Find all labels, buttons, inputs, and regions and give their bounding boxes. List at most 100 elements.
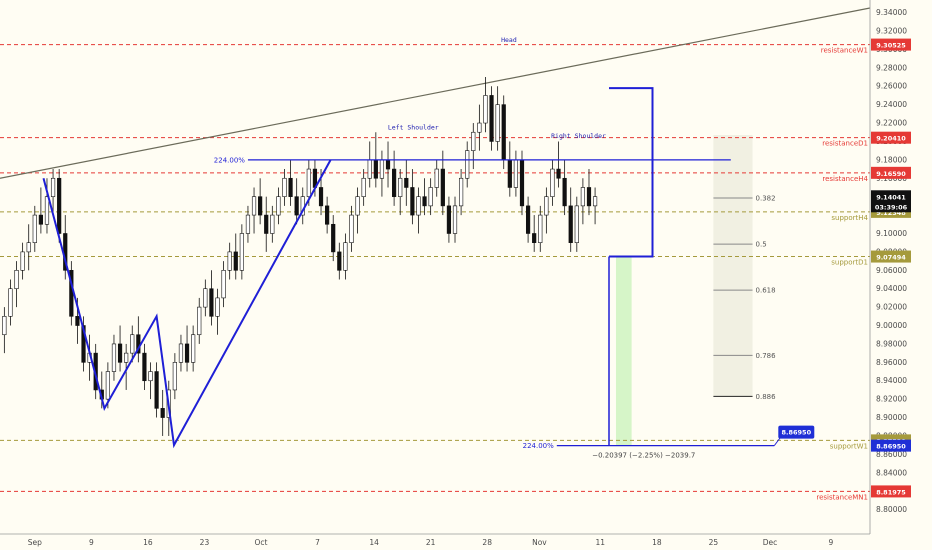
candle: [361, 169, 366, 206]
candle-body: [14, 270, 19, 290]
candle-body: [452, 205, 458, 234]
time-tick-label: 16: [143, 538, 153, 547]
candle-body: [227, 251, 232, 271]
level-name-supportD1: supportD1: [831, 259, 868, 267]
candle: [550, 159, 555, 206]
candle-body: [367, 159, 372, 179]
candle: [398, 169, 403, 216]
candle-body: [538, 214, 543, 243]
time-tick-label: 21: [426, 538, 436, 547]
candle: [495, 86, 500, 151]
candle-body: [57, 177, 62, 234]
candle: [477, 104, 482, 151]
candle-body: [337, 251, 342, 271]
price-badge-value: 9.12348: [876, 209, 906, 217]
candle: [343, 233, 348, 280]
candle-body: [258, 196, 263, 216]
candle-body: [428, 187, 433, 207]
level-name-resistanceMN1: resistanceMN1: [816, 493, 868, 501]
candle-body: [215, 297, 220, 317]
candle: [331, 215, 336, 262]
candle: [586, 169, 592, 216]
candle: [580, 178, 585, 225]
candle: [471, 123, 476, 170]
level-name-supportH4: supportH4: [831, 214, 868, 222]
candle: [592, 187, 598, 225]
candle: [282, 169, 287, 206]
candle-body: [130, 334, 135, 354]
candle-body: [592, 196, 598, 207]
rising-trendline[interactable]: [0, 7, 871, 179]
time-tick-label: 11: [596, 538, 606, 547]
price-tick-label: 8.84000: [876, 468, 907, 477]
fib-level-label: 0.886: [756, 393, 777, 401]
pattern-leg[interactable]: [42, 159, 332, 449]
candle: [337, 242, 342, 280]
candle-body: [20, 251, 25, 271]
candle: [452, 196, 458, 243]
candle-body: [404, 177, 409, 188]
candle: [458, 169, 464, 216]
candle-body: [574, 205, 579, 243]
candle-body: [2, 316, 7, 336]
price-badge-resistanceW1: [871, 38, 911, 51]
time-axis[interactable]: Sep 9 16 23 Oct 7 14 21 28 Nov 11 18 25 Dec 9: [0, 533, 932, 550]
candle: [111, 334, 117, 381]
candle-body: [525, 205, 531, 234]
candle-body: [160, 408, 165, 418]
candle-body: [178, 343, 184, 363]
candle: [288, 159, 293, 206]
target-badge-value: 8.86950: [781, 429, 811, 437]
candle-body: [556, 168, 561, 179]
price-tick-label: 9.00000: [876, 321, 907, 330]
candle-body: [142, 352, 147, 382]
projection-stats: −0.20397 (−2.25%) −2039.7: [592, 452, 695, 460]
price-tick-label: 8.86000: [876, 450, 907, 459]
candle: [117, 325, 123, 372]
price-axis[interactable]: 9.340009.320009.300009.280009.260009.240…: [869, 0, 932, 550]
candle-body: [221, 270, 226, 299]
candle-body: [465, 150, 470, 179]
candle-body: [282, 177, 287, 197]
measured-move-bracket[interactable]: [609, 87, 654, 258]
time-tick-label: Dec: [763, 538, 778, 547]
price-tick-label: 9.18000: [876, 155, 907, 164]
candle-body: [416, 196, 421, 216]
candle: [532, 215, 537, 252]
candle-body: [44, 196, 50, 225]
price-badge-resistanceD1: [871, 131, 911, 144]
candle: [483, 77, 488, 133]
candle-body: [245, 214, 251, 234]
candle-body: [148, 371, 153, 382]
price-badge-value: 9.20410: [876, 135, 906, 143]
time-tick-label: 18: [652, 538, 662, 547]
candle-body: [270, 214, 275, 234]
time-tick-label: 9: [828, 538, 833, 547]
candle: [130, 325, 135, 363]
candle: [215, 288, 220, 335]
price-badge-value: 9.16590: [876, 170, 906, 178]
price-tick-label: 9.34000: [876, 8, 907, 17]
candle-body: [349, 214, 354, 243]
candle-body: [568, 205, 573, 243]
candle: [538, 205, 543, 252]
candle: [264, 196, 269, 252]
candle-body: [197, 306, 202, 336]
candle: [251, 187, 257, 234]
candle-body: [154, 371, 159, 409]
candle: [184, 325, 190, 372]
target-badge[interactable]: [778, 425, 815, 439]
candle-body: [294, 196, 299, 216]
candle: [227, 242, 232, 280]
price-tick-label: 8.94000: [876, 376, 907, 385]
price-badge-resistanceH4: [871, 166, 911, 179]
price-tick-label: 9.24000: [876, 100, 907, 109]
time-tick-label: 7: [315, 538, 320, 547]
candle-body: [507, 159, 512, 188]
candle: [124, 343, 129, 390]
trendlines: [0, 7, 871, 179]
candle-body: [239, 233, 244, 271]
fib-level-label: 0.5: [756, 241, 767, 249]
price-tick-label: 9.26000: [876, 82, 907, 91]
